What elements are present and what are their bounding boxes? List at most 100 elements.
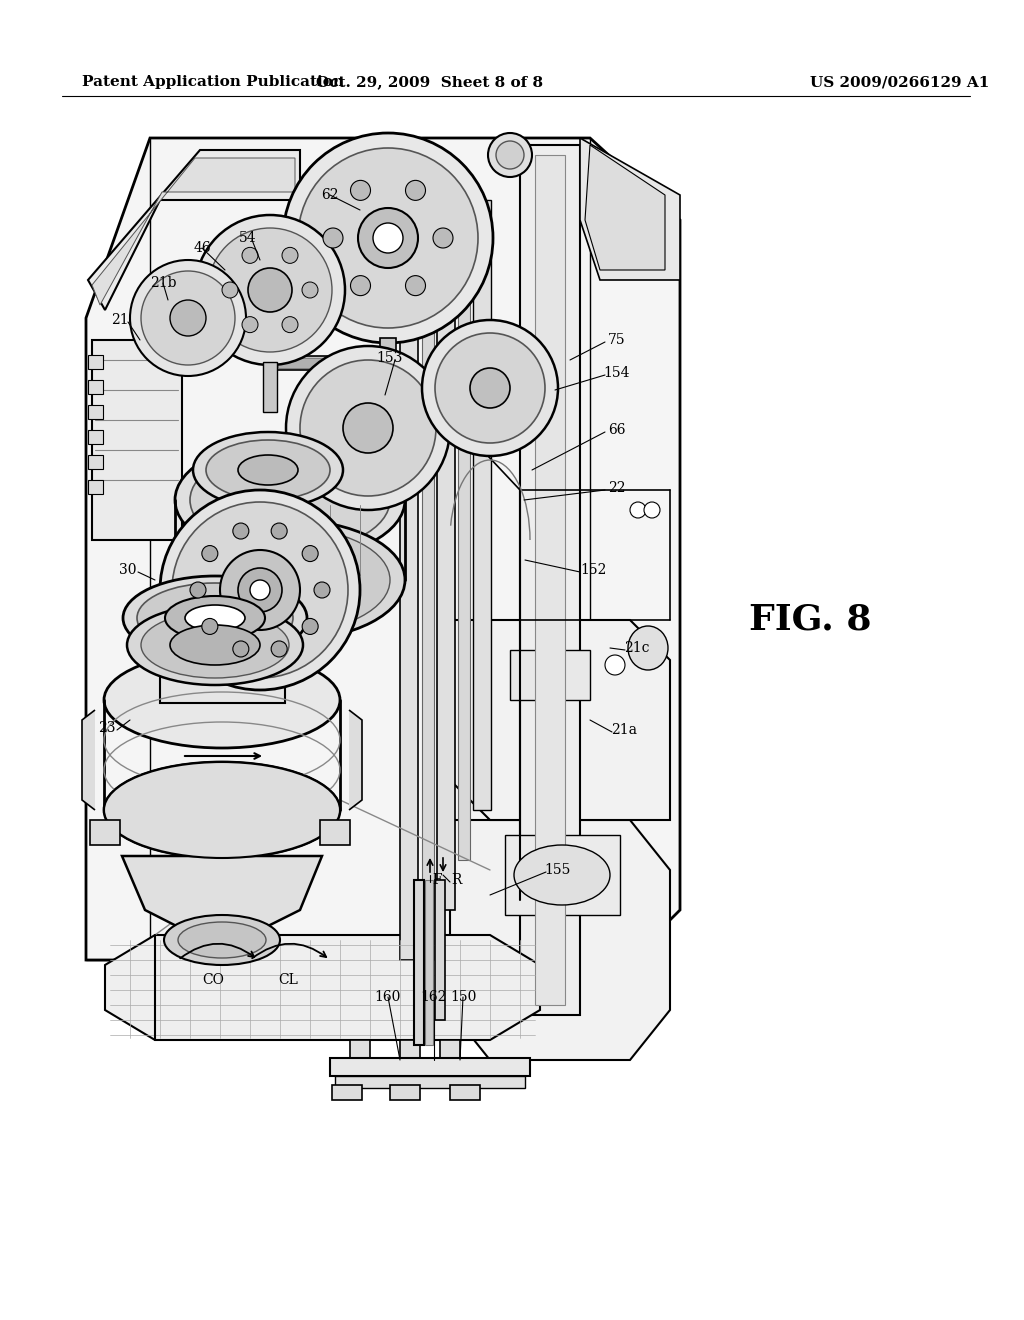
Polygon shape [88,150,300,310]
Ellipse shape [232,642,249,657]
Ellipse shape [242,317,258,333]
Bar [520,145,580,1015]
Ellipse shape [202,545,218,561]
Bar [88,430,103,444]
Bar [400,201,418,960]
Ellipse shape [323,228,343,248]
Bar [332,1085,362,1100]
Bar [88,480,103,494]
Bar [400,1040,420,1071]
Ellipse shape [242,247,258,264]
Text: R: R [451,873,461,887]
Text: CO: CO [202,973,224,987]
Ellipse shape [165,597,265,640]
Bar [390,1085,420,1100]
Text: 154: 154 [604,366,630,380]
Text: 21c: 21c [625,642,650,655]
Text: 22: 22 [608,480,626,495]
Bar [437,201,455,909]
Ellipse shape [175,440,406,560]
Text: 30: 30 [119,564,137,577]
Polygon shape [585,145,665,271]
Ellipse shape [271,642,287,657]
Bar [90,820,120,845]
Ellipse shape [283,133,493,343]
Polygon shape [82,710,95,810]
Polygon shape [86,139,680,960]
Bar [473,201,490,810]
Ellipse shape [202,619,218,635]
Ellipse shape [104,652,340,748]
Text: FIG. 8: FIG. 8 [749,603,871,638]
Ellipse shape [433,228,453,248]
Bar [92,341,182,540]
Ellipse shape [208,228,332,352]
Bar [276,356,388,370]
Ellipse shape [406,181,426,201]
Ellipse shape [250,579,270,601]
Ellipse shape [605,655,625,675]
Ellipse shape [514,845,610,906]
Ellipse shape [137,583,293,653]
Ellipse shape [358,209,418,268]
Ellipse shape [206,440,330,500]
Text: 66: 66 [608,422,626,437]
Text: 75: 75 [608,333,626,347]
Bar [88,380,103,393]
Bar [440,1040,460,1071]
Ellipse shape [302,545,318,561]
Ellipse shape [141,612,289,678]
Text: 21a: 21a [611,723,637,737]
Ellipse shape [343,403,393,453]
Ellipse shape [104,762,340,858]
Ellipse shape [248,268,292,312]
Ellipse shape [195,215,345,366]
Bar [278,358,386,368]
Ellipse shape [314,582,330,598]
Bar [505,836,620,915]
Ellipse shape [282,247,298,264]
Text: 162: 162 [421,990,447,1005]
Ellipse shape [123,576,307,660]
Polygon shape [580,139,680,280]
Bar [88,355,103,370]
Text: 54: 54 [240,231,257,246]
Text: 152: 152 [581,564,607,577]
Ellipse shape [496,141,524,169]
Bar [330,1059,530,1076]
Ellipse shape [222,282,238,298]
Text: 21b: 21b [150,276,176,290]
Bar [510,649,590,700]
Bar [88,405,103,418]
Ellipse shape [172,502,348,678]
Text: 21: 21 [112,313,129,327]
Ellipse shape [238,568,282,612]
Ellipse shape [170,300,206,337]
Ellipse shape [190,528,390,632]
Polygon shape [450,820,670,1060]
Polygon shape [105,935,540,1040]
Bar [450,1085,480,1100]
Ellipse shape [300,360,436,496]
Ellipse shape [190,447,390,552]
Ellipse shape [470,368,510,408]
Ellipse shape [238,455,298,484]
Bar [414,880,424,1045]
Ellipse shape [628,626,668,671]
Polygon shape [450,620,670,820]
Text: Patent Application Publication: Patent Application Publication [82,75,344,88]
Ellipse shape [175,520,406,640]
Ellipse shape [644,502,660,517]
Ellipse shape [422,319,558,455]
Ellipse shape [350,276,371,296]
Bar [335,1076,525,1088]
Ellipse shape [104,762,340,858]
Text: 150: 150 [450,990,476,1005]
Ellipse shape [282,317,298,333]
Bar [263,362,278,412]
Ellipse shape [170,624,260,665]
Ellipse shape [141,271,234,366]
Ellipse shape [406,276,426,296]
Bar [430,380,492,393]
Ellipse shape [160,490,360,690]
